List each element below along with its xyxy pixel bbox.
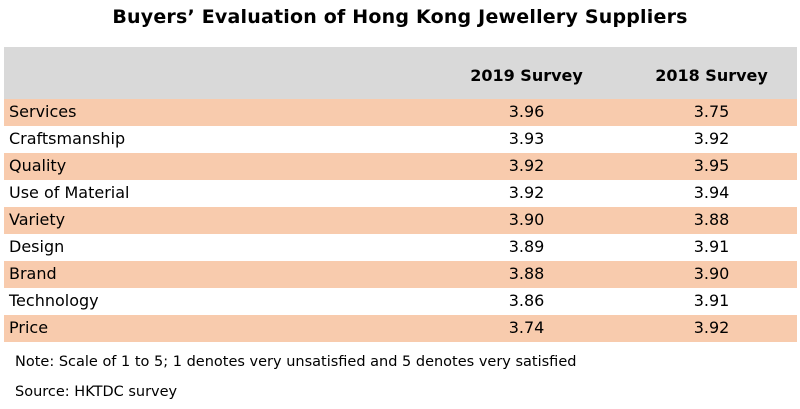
table-body: Services 3.96 3.75 Craftsmanship 3.93 3.92 Qua…	[4, 99, 797, 342]
table-row: Technology 3.86 3.91	[4, 288, 797, 315]
value-2018: 3.94	[693, 183, 730, 202]
table-row: Craftsmanship 3.93 3.92	[4, 126, 797, 153]
table-row: Services 3.96 3.75	[4, 99, 797, 126]
table-header-row: 2019 Survey 2018 Survey	[4, 47, 797, 99]
table-row: Price 3.74 3.92	[4, 315, 797, 342]
value-2018: 3.95	[693, 156, 730, 175]
value-2019: 3.90	[508, 210, 545, 229]
value-2018: 3.92	[693, 318, 730, 337]
value-2019: 3.86	[508, 291, 545, 310]
table-row: Brand 3.88 3.90	[4, 261, 797, 288]
table-row: Quality 3.92 3.95	[4, 153, 797, 180]
row-label: Design	[9, 237, 65, 256]
header-2018-survey: 2018 Survey	[655, 66, 768, 85]
table-source: Source: HKTDC survey	[15, 384, 178, 400]
value-2018: 3.88	[693, 210, 730, 229]
value-2018: 3.91	[693, 237, 730, 256]
value-2019: 3.92	[508, 156, 545, 175]
table-row: Variety 3.90 3.88	[4, 207, 797, 234]
evaluation-table: 2019 Survey 2018 Survey Services 3.96 3.75…	[4, 47, 797, 342]
value-2019: 3.88	[508, 264, 545, 283]
row-label: Services	[9, 102, 77, 121]
row-label: Quality	[9, 156, 67, 175]
value-2018: 3.90	[693, 264, 730, 283]
table-row: Use of Material 3.92 3.94	[4, 180, 797, 207]
table-row: Design 3.89 3.91	[4, 234, 797, 261]
row-label: Price	[9, 318, 49, 337]
value-2019: 3.92	[508, 183, 545, 202]
row-label: Brand	[9, 264, 57, 283]
value-2019: 3.74	[508, 318, 545, 337]
value-2019: 3.93	[508, 129, 545, 148]
value-2018: 3.91	[693, 291, 730, 310]
value-2018: 3.92	[693, 129, 730, 148]
row-label: Use of Material	[9, 183, 130, 202]
row-label: Craftsmanship	[9, 129, 126, 148]
value-2019: 3.89	[508, 237, 545, 256]
value-2019: 3.96	[508, 102, 545, 121]
header-2019-survey: 2019 Survey	[470, 66, 583, 85]
table-title: Buyers’ Evaluation of Hong Kong Jeweller…	[112, 6, 688, 28]
row-label: Technology	[9, 291, 99, 310]
table-note: Note: Scale of 1 to 5; 1 denotes very un…	[15, 354, 577, 370]
row-label: Variety	[9, 210, 66, 229]
value-2018: 3.75	[693, 102, 730, 121]
